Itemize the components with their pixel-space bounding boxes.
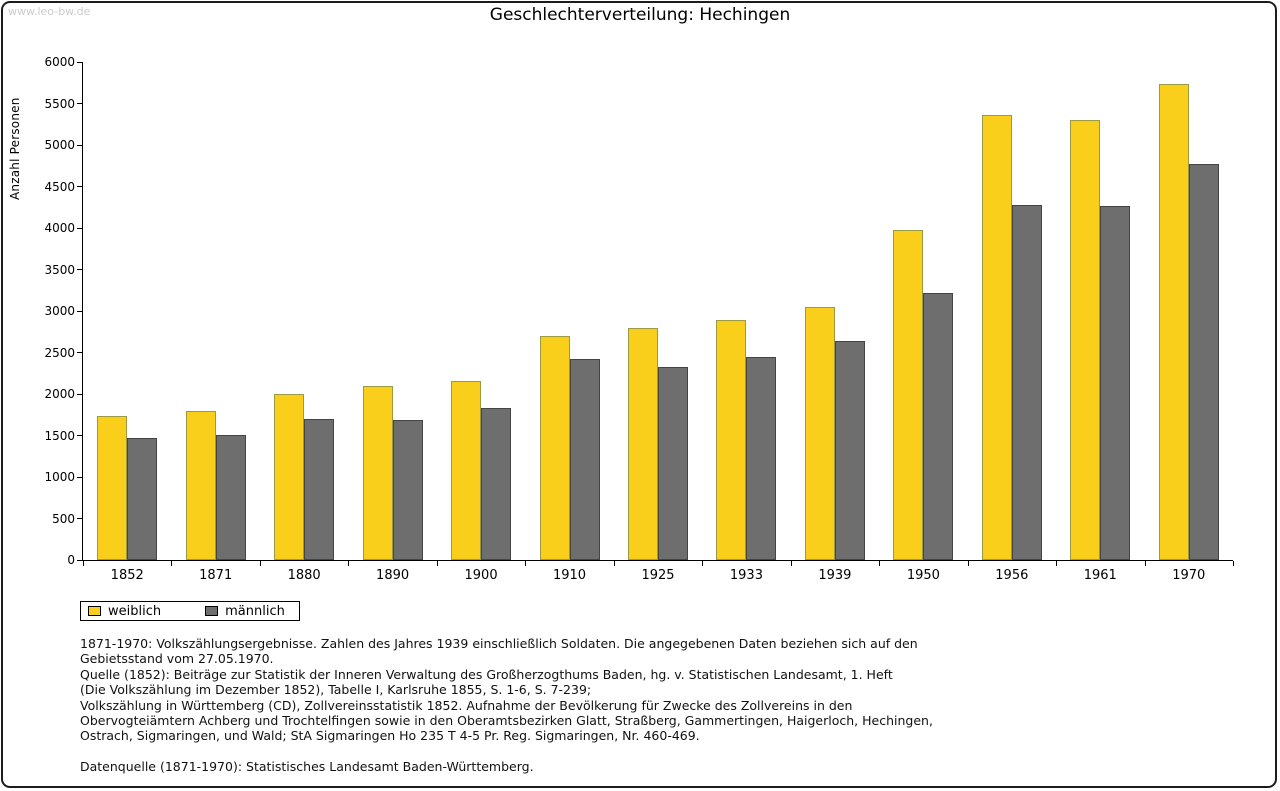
bar-männlich-1900: [481, 408, 512, 560]
bar-weiblich-1871: [185, 411, 216, 560]
x-category-label: 1852: [110, 568, 144, 583]
x-tick: [790, 561, 792, 566]
legend-label-maennlich: männlich: [225, 603, 285, 619]
y-tick: [77, 103, 82, 104]
bar-weiblich-1852: [97, 416, 128, 560]
x-tick: [967, 561, 969, 566]
y-tick: [77, 393, 82, 395]
bar-weiblich-1890: [362, 386, 393, 560]
bar-männlich-1880: [304, 419, 335, 560]
y-tick: [77, 227, 82, 229]
x-tick: [613, 561, 615, 566]
watermark: www.leo-bw.de: [8, 5, 91, 18]
y-tick: [77, 269, 82, 270]
x-category-label: 1939: [818, 568, 852, 583]
bar-weiblich-1910: [539, 336, 570, 560]
y-tick: [77, 476, 82, 478]
y-tick-label: 0: [67, 553, 75, 567]
bar-männlich-1956: [1011, 205, 1042, 560]
x-tick: [702, 561, 704, 566]
x-category-label: 1933: [729, 568, 763, 583]
x-tick: [171, 561, 173, 566]
y-tick-label: 6000: [44, 55, 75, 69]
x-category-label: 1956: [995, 568, 1029, 583]
bar-männlich-1925: [658, 367, 688, 560]
datasource-note: Datenquelle (1871-1970): Statistisches L…: [80, 758, 534, 774]
legend-swatch-maennlich: [205, 606, 219, 616]
note-line: (Die Volkszählung im Dezember 1852), Tab…: [80, 682, 592, 698]
y-tick: [77, 435, 82, 436]
y-tick-label: 1500: [44, 428, 75, 443]
note-line: Quelle (1852): Beiträge zur Statistik de…: [80, 666, 893, 682]
bar-männlich-1950: [923, 293, 954, 560]
bar-weiblich-1970: [1158, 84, 1189, 560]
chart-title: Geschlechterverteilung: Hechingen: [489, 5, 791, 25]
y-tick: [77, 310, 82, 312]
bar-weiblich-1956: [981, 115, 1012, 560]
bar-männlich-1939: [834, 341, 865, 560]
x-tick: [1233, 561, 1234, 566]
x-tick: [879, 561, 881, 566]
bar-weiblich-1880: [274, 394, 305, 560]
bar-männlich-1933: [746, 357, 777, 560]
bar-weiblich-1900: [451, 381, 482, 560]
x-tick: [348, 561, 350, 566]
note-line: Gebietsstand vom 27.05.1970.: [80, 651, 274, 667]
x-category-label: 1970: [1172, 568, 1206, 583]
legend-label-weiblich: weiblich: [108, 603, 162, 619]
y-tick: [77, 352, 82, 353]
y-axis-label: Anzahl Personen: [8, 97, 22, 200]
y-tick-label: 2000: [44, 387, 75, 401]
y-tick: [77, 61, 82, 63]
y-tick-label: 500: [52, 511, 75, 526]
bar-weiblich-1961: [1070, 120, 1101, 560]
plot-area: 0 500 1000 1500 2000 2500 3000 3500 4000 4500 5000…: [44, 55, 1234, 583]
x-category-label: 1961: [1083, 568, 1117, 583]
bar-männlich-1852: [127, 438, 158, 560]
y-tick-label: 5500: [44, 96, 75, 111]
y-tick-label: 4500: [44, 179, 75, 194]
x-tick: [1056, 561, 1058, 566]
y-tick: [77, 518, 82, 519]
x-category-label: 1950: [906, 568, 940, 583]
x-category-label: 1880: [287, 568, 321, 583]
legend-swatch-weiblich: [88, 606, 101, 616]
bar-männlich-1970: [1188, 164, 1219, 560]
y-tick-label: 3500: [44, 262, 75, 277]
x-tick: [436, 561, 438, 566]
x-category-label: 1900: [464, 568, 498, 583]
y-tick: [77, 144, 82, 146]
bar-männlich-1890: [392, 420, 423, 560]
x-tick: [1144, 561, 1146, 566]
y-tick-label: 1000: [44, 470, 75, 484]
footnotes: 1871-1970: Volkszählungsergebnisse. Zahl…: [80, 636, 980, 774]
note-line: 1871-1970: Volkszählungsergebnisse. Zahl…: [80, 636, 918, 651]
bar-männlich-1961: [1100, 206, 1131, 560]
y-tick: [77, 559, 82, 561]
y-tick-label: 4000: [44, 221, 75, 235]
x-tick: [259, 561, 261, 566]
bar-weiblich-1925: [628, 328, 658, 560]
y-tick-label: 5000: [44, 138, 75, 152]
bar-weiblich-1939: [804, 307, 835, 560]
x-category-label: 1910: [552, 568, 587, 583]
note-line: Obervogteiämtern Achberg und Trochtelfin…: [80, 713, 933, 729]
note-line: Ostrach, Sigmaringen, und Wald; StA Sigm…: [80, 728, 700, 744]
y-tick: [77, 186, 82, 187]
bar-männlich-1910: [569, 359, 600, 560]
x-tick: [83, 561, 84, 566]
legend: weiblich männlich: [80, 601, 300, 621]
x-category-label: 1925: [641, 568, 675, 583]
bar-männlich-1871: [215, 435, 246, 560]
y-tick-label: 3000: [44, 304, 75, 318]
y-tick-label: 2500: [44, 345, 75, 360]
bar-weiblich-1950: [893, 230, 924, 560]
x-tick: [525, 561, 527, 566]
x-category-label: 1890: [376, 568, 410, 583]
note-line: Volkszählung in Württemberg (CD), Zollve…: [80, 697, 853, 713]
x-category-label: 1871: [199, 568, 233, 583]
bar-weiblich-1933: [716, 320, 747, 560]
source-notes: 1871-1970: Volkszählungsergebnisse. Zahl…: [80, 636, 980, 744]
